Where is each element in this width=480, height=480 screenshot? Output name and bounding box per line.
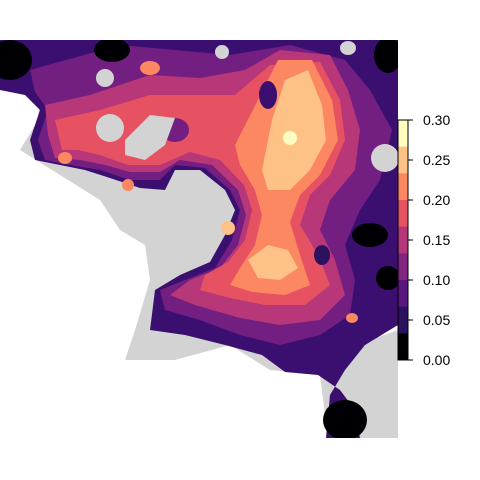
low-north (94, 40, 130, 62)
legend-tick-label: 0.10 (423, 272, 450, 288)
legend-bin (398, 146, 408, 174)
legend-tick-label: 0.20 (423, 192, 450, 208)
low-east-1 (352, 223, 388, 247)
legend-bin (398, 306, 408, 334)
legend-bin (398, 120, 408, 148)
hole-2 (215, 45, 229, 59)
hotspot-north (140, 61, 160, 75)
legend-bin (398, 253, 408, 281)
hotspot-west (58, 152, 72, 164)
legend-bin (398, 333, 408, 361)
peak-hotspot (283, 131, 297, 145)
hole-4 (125, 115, 175, 160)
hole-6 (371, 144, 398, 172)
hotspot-south-west (221, 221, 235, 235)
region-peak (248, 70, 326, 280)
legend-tick-label: 0.05 (423, 312, 450, 328)
legend-tick-label: 0.30 (423, 112, 450, 128)
low-east-2 (376, 266, 398, 290)
map-plot-area (0, 40, 398, 438)
low-east-3 (314, 245, 330, 265)
legend-tick-label: 0.15 (423, 232, 450, 248)
low-center (259, 81, 277, 109)
legend-bin (398, 200, 408, 228)
hotspot-small (122, 179, 134, 191)
low-south-tip (323, 400, 367, 438)
legend-bin (398, 173, 408, 201)
legend-tick-label: 0.00 (423, 352, 450, 368)
low-northwest (0, 40, 32, 80)
hole-1 (96, 69, 114, 87)
hole-5 (96, 114, 124, 142)
hole-3 (340, 41, 356, 55)
legend-bin (398, 226, 408, 254)
low-northeast (374, 40, 398, 73)
legend-tick-label: 0.25 (423, 152, 450, 168)
hotspot-south (346, 313, 358, 323)
legend-bin (398, 280, 408, 308)
color-legend: 0.00 0.05 0.10 0.15 0.20 0.25 0.30 (397, 112, 450, 368)
